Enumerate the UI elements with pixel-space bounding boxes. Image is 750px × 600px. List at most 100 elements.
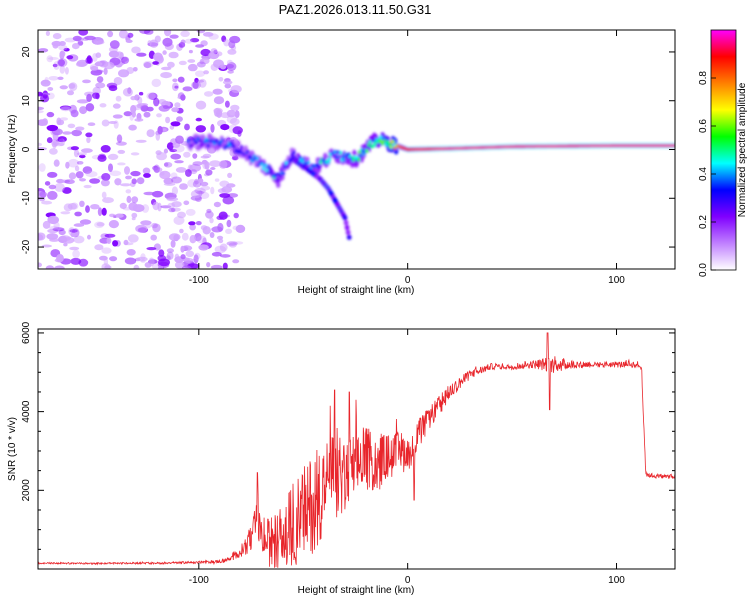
- noise-blob: [196, 61, 206, 68]
- noise-blob: [74, 211, 82, 217]
- noise-blob: [183, 151, 191, 158]
- noise-blob: [76, 152, 87, 156]
- noise-blob: [143, 62, 152, 69]
- noise-blob: [223, 39, 230, 47]
- noise-blob: [47, 171, 58, 178]
- noise-blob: [108, 121, 118, 124]
- noise-blob: [108, 163, 113, 172]
- noise-blob: [198, 178, 204, 184]
- noise-blob: [196, 235, 207, 244]
- noise-blob: [163, 177, 174, 185]
- noise-blob: [132, 67, 138, 72]
- noise-blob: [163, 105, 169, 109]
- ridge-core: [365, 149, 369, 153]
- noise-blob: [79, 200, 85, 207]
- spectrogram-ytick-label: 10: [21, 95, 32, 107]
- spectrogram-frame: [37, 29, 676, 270]
- ridge-core: [278, 174, 282, 178]
- noise-blob: [96, 222, 105, 227]
- noise-blob: [184, 257, 194, 264]
- noise-blob: [212, 88, 223, 95]
- noise-blob: [52, 63, 58, 68]
- snr-ytick-label: 6000: [21, 321, 32, 344]
- noise-blob: [95, 82, 106, 89]
- noise-blob: [150, 234, 157, 241]
- noise-blob: [126, 249, 136, 256]
- noise-blob: [117, 149, 126, 154]
- noise-blob: [92, 53, 98, 62]
- noise-blob: [174, 85, 179, 89]
- noise-blob: [108, 85, 118, 92]
- noise-blob: [200, 181, 209, 187]
- noise-blob: [181, 265, 192, 269]
- noise-blob: [44, 76, 49, 84]
- noise-blob: [194, 77, 199, 83]
- noise-blob: [235, 224, 246, 233]
- noise-blob: [155, 132, 161, 141]
- noise-blob: [174, 102, 181, 108]
- noise-blob: [60, 211, 71, 215]
- ridge-core: [191, 143, 195, 148]
- branch-blob: [342, 215, 348, 221]
- noise-blob: [60, 106, 72, 112]
- noise-blob: [174, 261, 185, 269]
- noise-blob: [184, 38, 193, 44]
- colorbar-tick-label: 0.6: [698, 119, 709, 133]
- noise-blob: [65, 161, 70, 169]
- noise-blob: [48, 76, 59, 81]
- noise-blob: [206, 262, 211, 268]
- noise-blob: [120, 183, 131, 187]
- noise-blob: [84, 35, 96, 41]
- noise-blob: [196, 30, 206, 34]
- noise-blob: [232, 241, 244, 245]
- noise-blob: [100, 145, 111, 153]
- noise-blob: [210, 123, 215, 133]
- noise-blob: [59, 85, 68, 90]
- noise-blob: [173, 216, 185, 225]
- colorbar-tick-label: 0.0: [698, 263, 709, 277]
- noise-blob: [147, 40, 152, 47]
- noise-blob: [216, 235, 224, 240]
- noise-blob: [183, 200, 190, 206]
- noise-blob: [70, 109, 79, 118]
- noise-blob: [185, 169, 192, 177]
- noise-blob: [210, 186, 215, 195]
- noise-blob: [132, 204, 145, 213]
- noise-blob: [113, 120, 119, 129]
- noise-blob: [185, 250, 195, 258]
- noise-blob: [66, 55, 74, 60]
- noise-blob: [73, 149, 80, 158]
- noise-blob: [73, 223, 85, 227]
- ridge-core: [222, 138, 226, 143]
- noise-blob: [166, 251, 174, 260]
- noise-blob: [57, 76, 64, 81]
- colorbar-tick-label: 0.8: [698, 71, 709, 85]
- noise-blob: [47, 87, 54, 91]
- noise-blob: [226, 219, 232, 228]
- noise-blob: [168, 233, 181, 241]
- noise-blob: [130, 105, 137, 114]
- spectrogram-ytick-label: 0: [21, 146, 32, 152]
- noise-blob: [152, 201, 160, 211]
- noise-blob: [78, 30, 89, 36]
- noise-blob: [233, 212, 239, 219]
- noise-blob: [41, 244, 52, 248]
- noise-blob: [87, 234, 91, 240]
- noise-blob: [109, 256, 118, 262]
- noise-blob: [47, 215, 59, 225]
- noise-blob: [222, 262, 228, 269]
- ridge-core: [336, 155, 340, 159]
- noise-blob: [206, 208, 212, 214]
- noise-blob: [131, 196, 139, 204]
- noise-blob: [125, 175, 132, 180]
- ridge-core: [386, 140, 390, 144]
- noise-blob: [222, 80, 233, 85]
- noise-blob: [175, 135, 184, 144]
- ridge-halo: [352, 149, 357, 157]
- noise-blob: [227, 193, 239, 198]
- noise-blob: [58, 138, 65, 147]
- noise-blob: [90, 66, 99, 71]
- noise-blob: [85, 132, 93, 138]
- snr-xtick-label: 0: [405, 575, 411, 586]
- noise-blob: [119, 202, 127, 209]
